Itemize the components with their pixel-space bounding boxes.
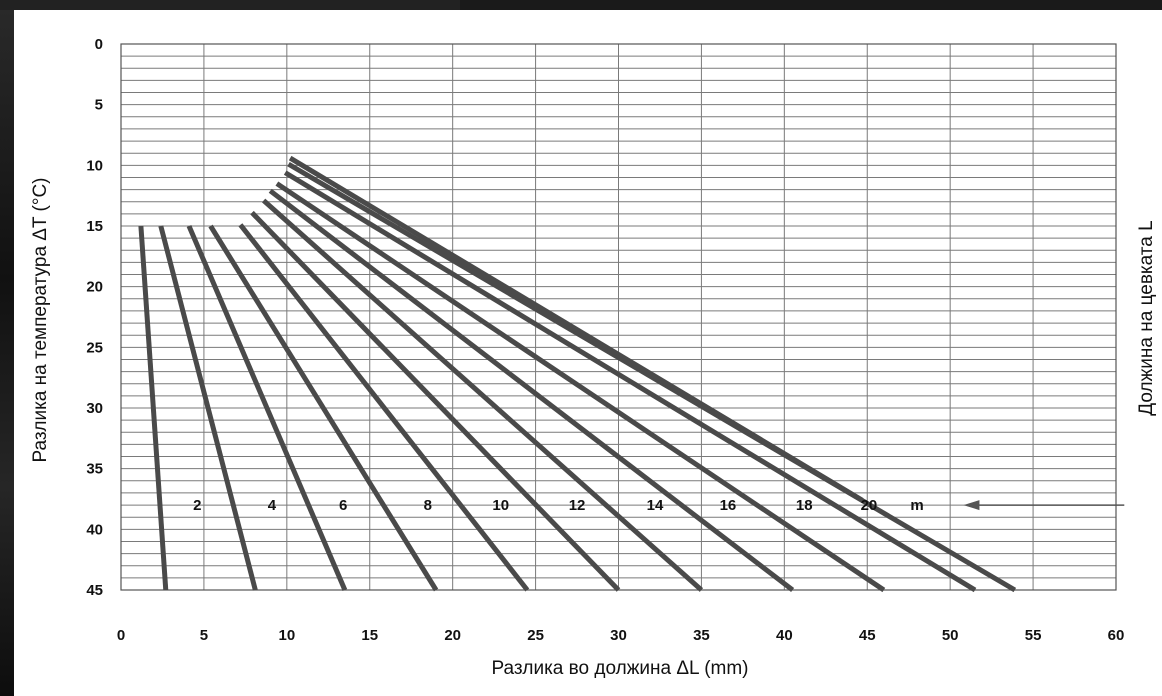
x-tick-label: 40 [776, 627, 793, 644]
length-label: 16 [720, 497, 737, 514]
length-label: m [910, 497, 923, 514]
x-tick-label: 30 [610, 627, 627, 644]
y-tick-labels: 0 5 10 15 20 25 30 35 40 45 [86, 36, 103, 599]
length-label: 20 [861, 497, 878, 514]
series-lines [141, 158, 1015, 590]
x-axis-title: Разлика во должина ΔL (mm) [491, 658, 748, 679]
x-tick-label: 50 [942, 627, 959, 644]
x-tick-label: 45 [859, 627, 876, 644]
length-label: 8 [424, 497, 432, 514]
arrow-head [963, 500, 979, 510]
x-tick-labels: 0 5 10 15 20 25 30 35 40 45 50 55 60 [117, 627, 1125, 644]
x-tick-label: 35 [693, 627, 710, 644]
length-label: 12 [569, 497, 586, 514]
x-tick-label: 15 [361, 627, 378, 644]
length-label: 14 [647, 497, 664, 514]
x-tick-label: 60 [1108, 627, 1125, 644]
series-line-12 [252, 213, 618, 590]
length-label: 2 [193, 497, 201, 514]
y-tick-label: 25 [86, 339, 103, 356]
length-arrow [963, 500, 1124, 510]
x-tick-label: 25 [527, 627, 544, 644]
series-line-20 [290, 158, 862, 500]
y-tick-label: 30 [86, 400, 103, 417]
length-label: 4 [268, 497, 277, 514]
x-tick-label: 5 [200, 627, 208, 644]
length-label: 6 [339, 497, 347, 514]
length-label: 10 [492, 497, 509, 514]
x-tick-label: 10 [278, 627, 295, 644]
y-tick-label: 0 [95, 36, 103, 53]
y-tick-label: 35 [86, 461, 103, 478]
y-tick-label: 40 [86, 521, 103, 538]
x-tick-label: 55 [1025, 627, 1042, 644]
right-axis-title: Должина на цевката L [1136, 220, 1157, 415]
y-tick-label: 15 [86, 218, 103, 235]
x-tick-label: 20 [444, 627, 461, 644]
y-tick-label: 5 [95, 97, 103, 114]
length-label: 18 [796, 497, 813, 514]
y-axis-title: Разлика на температура ΔT (°C) [30, 177, 51, 462]
x-tick-label: 0 [117, 627, 125, 644]
y-tick-label: 10 [86, 157, 103, 174]
y-tick-label: 20 [86, 279, 103, 296]
y-tick-label: 45 [86, 582, 103, 599]
